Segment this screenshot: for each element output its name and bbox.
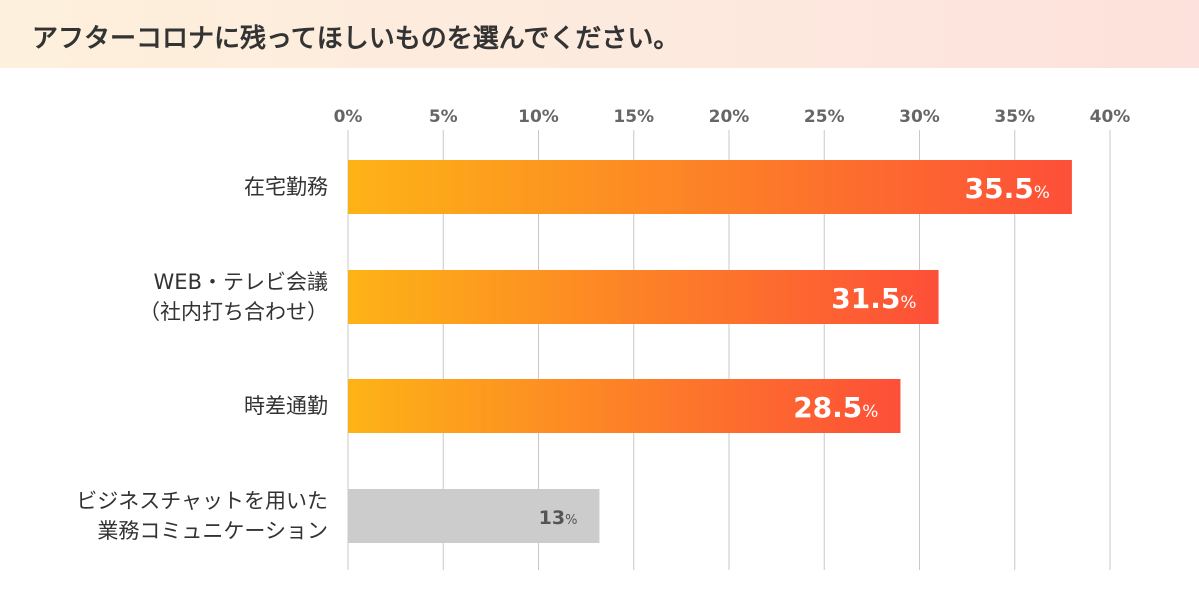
x-tick-label: 40% — [1090, 107, 1131, 127]
chart-title: アフターコロナに残ってほしいものを選んでください。 — [32, 24, 680, 54]
data-label-unit: % — [900, 293, 916, 313]
data-label-unit: % — [1034, 183, 1050, 203]
data-label-unit: % — [862, 402, 878, 422]
x-tick-label: 15% — [613, 107, 654, 127]
bar — [348, 270, 939, 324]
x-tick-label: 20% — [709, 107, 750, 127]
category-labels: 在宅勤務 WEB・テレビ会議 （社内打ち合わせ） 時差通勤ビジネスチャットを用いた業務… — [76, 175, 328, 543]
data-label-value: 13 — [539, 507, 565, 529]
data-label: 28.5% — [793, 391, 878, 424]
data-label: 13% — [539, 507, 578, 529]
category-label: 業務コミュニケーション — [97, 519, 328, 543]
category-label: 時差通勤 — [244, 394, 328, 418]
data-label: 35.5% — [965, 172, 1050, 205]
bars: 35.5%31.5%28.5%13% — [348, 160, 1072, 543]
data-label-value: 35.5 — [965, 172, 1034, 205]
bar — [348, 379, 901, 433]
category-label: WEB・テレビ会議 — [154, 270, 328, 294]
x-tick-label: 30% — [899, 107, 940, 127]
category-label: 在宅勤務 — [244, 175, 328, 199]
data-label-unit: % — [565, 513, 577, 528]
x-tick-label: 10% — [518, 107, 559, 127]
x-axis-ticks: 0% 5% 10% 15% 20% 25% 30% 35% 40% — [334, 107, 1131, 127]
chart-header: アフターコロナに残ってほしいものを選んでください。 — [0, 0, 1199, 68]
x-tick-label: 0% — [334, 107, 363, 127]
x-tick-label: 25% — [804, 107, 845, 127]
bar — [348, 489, 600, 543]
bar — [348, 160, 1072, 214]
data-label: 31.5% — [831, 282, 916, 315]
data-label-value: 31.5 — [831, 282, 900, 315]
category-label: （社内打ち合わせ） — [139, 300, 328, 324]
x-tick-label: 35% — [994, 107, 1035, 127]
x-tick-label: 5% — [429, 107, 458, 127]
category-label: ビジネスチャットを用いた — [76, 489, 328, 513]
data-label-value: 28.5 — [793, 391, 862, 424]
